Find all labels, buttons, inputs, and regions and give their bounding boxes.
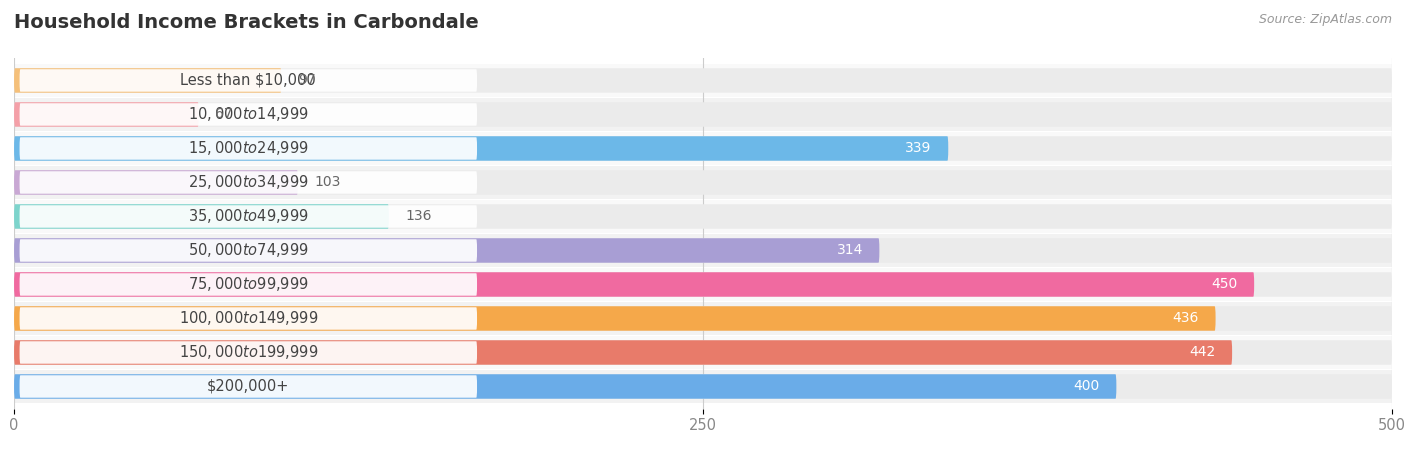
- Text: $100,000 to $149,999: $100,000 to $149,999: [179, 309, 318, 327]
- Text: 436: 436: [1173, 312, 1199, 326]
- Text: 97: 97: [298, 74, 315, 88]
- FancyBboxPatch shape: [14, 204, 1392, 229]
- Text: $25,000 to $34,999: $25,000 to $34,999: [188, 173, 309, 191]
- FancyBboxPatch shape: [20, 69, 477, 92]
- FancyBboxPatch shape: [20, 239, 477, 262]
- FancyBboxPatch shape: [0, 370, 1406, 403]
- FancyBboxPatch shape: [14, 136, 948, 161]
- Text: 400: 400: [1074, 379, 1099, 393]
- FancyBboxPatch shape: [0, 336, 1406, 369]
- FancyBboxPatch shape: [14, 306, 1392, 331]
- FancyBboxPatch shape: [14, 170, 298, 195]
- FancyBboxPatch shape: [14, 340, 1392, 365]
- FancyBboxPatch shape: [14, 238, 1392, 263]
- FancyBboxPatch shape: [14, 306, 1216, 331]
- FancyBboxPatch shape: [14, 238, 879, 263]
- FancyBboxPatch shape: [14, 374, 1116, 399]
- FancyBboxPatch shape: [20, 171, 477, 194]
- Text: 450: 450: [1212, 277, 1237, 291]
- FancyBboxPatch shape: [20, 375, 477, 398]
- FancyBboxPatch shape: [14, 170, 1392, 195]
- FancyBboxPatch shape: [20, 103, 477, 126]
- Text: $150,000 to $199,999: $150,000 to $199,999: [179, 343, 318, 361]
- FancyBboxPatch shape: [20, 341, 477, 364]
- Text: $15,000 to $24,999: $15,000 to $24,999: [188, 140, 309, 158]
- Text: 314: 314: [837, 243, 863, 257]
- FancyBboxPatch shape: [14, 136, 1392, 161]
- Text: 136: 136: [405, 210, 432, 224]
- FancyBboxPatch shape: [0, 200, 1406, 233]
- FancyBboxPatch shape: [14, 272, 1392, 297]
- FancyBboxPatch shape: [20, 307, 477, 330]
- Text: 67: 67: [215, 107, 233, 122]
- Text: $75,000 to $99,999: $75,000 to $99,999: [188, 276, 309, 294]
- FancyBboxPatch shape: [20, 137, 477, 160]
- FancyBboxPatch shape: [0, 234, 1406, 267]
- FancyBboxPatch shape: [14, 374, 1392, 399]
- FancyBboxPatch shape: [14, 102, 198, 127]
- FancyBboxPatch shape: [0, 268, 1406, 301]
- FancyBboxPatch shape: [14, 204, 389, 229]
- FancyBboxPatch shape: [20, 273, 477, 296]
- Text: 339: 339: [905, 141, 932, 155]
- Text: 103: 103: [315, 176, 340, 189]
- FancyBboxPatch shape: [0, 302, 1406, 335]
- FancyBboxPatch shape: [0, 64, 1406, 97]
- FancyBboxPatch shape: [0, 166, 1406, 199]
- FancyBboxPatch shape: [14, 68, 1392, 92]
- FancyBboxPatch shape: [20, 205, 477, 228]
- Text: $35,000 to $49,999: $35,000 to $49,999: [188, 207, 309, 225]
- Text: Household Income Brackets in Carbondale: Household Income Brackets in Carbondale: [14, 13, 479, 32]
- FancyBboxPatch shape: [14, 102, 1392, 127]
- FancyBboxPatch shape: [0, 132, 1406, 165]
- FancyBboxPatch shape: [14, 68, 281, 92]
- Text: Less than $10,000: Less than $10,000: [180, 73, 316, 88]
- Text: 442: 442: [1189, 345, 1216, 360]
- FancyBboxPatch shape: [14, 340, 1232, 365]
- FancyBboxPatch shape: [0, 98, 1406, 131]
- Text: $50,000 to $74,999: $50,000 to $74,999: [188, 242, 309, 260]
- Text: $10,000 to $14,999: $10,000 to $14,999: [188, 106, 309, 123]
- FancyBboxPatch shape: [14, 272, 1254, 297]
- Text: $200,000+: $200,000+: [207, 379, 290, 394]
- Text: Source: ZipAtlas.com: Source: ZipAtlas.com: [1258, 13, 1392, 26]
